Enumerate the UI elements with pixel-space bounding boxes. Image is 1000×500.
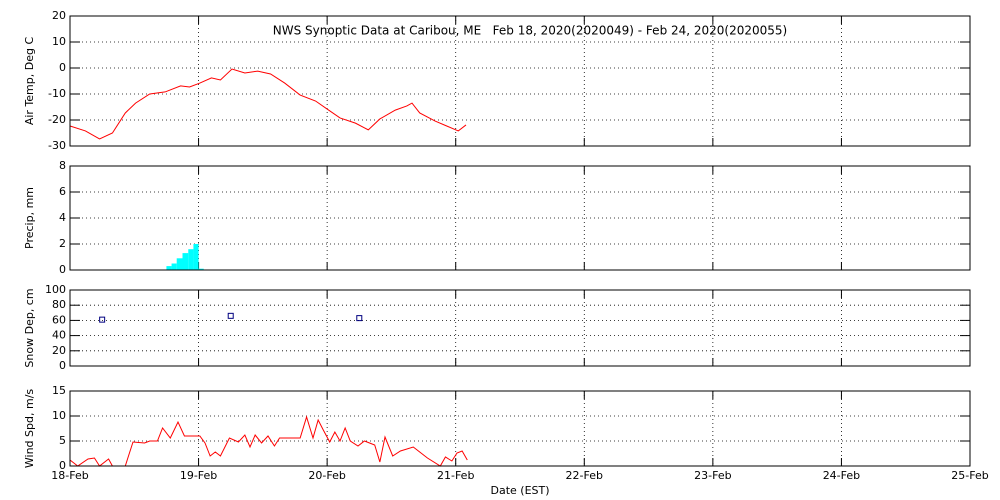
x-tick-label: 18-Feb — [51, 469, 88, 482]
y-tick-label: 4 — [59, 211, 66, 224]
plot-frame — [69, 390, 971, 467]
marker — [99, 316, 106, 323]
y-tick-label: 0 — [59, 459, 66, 472]
bar — [171, 263, 177, 270]
x-tick-label: 24-Feb — [823, 469, 860, 482]
x-tick-label: 21-Feb — [437, 469, 474, 482]
bar — [176, 258, 183, 270]
x-tick-label: 19-Feb — [180, 469, 217, 482]
y-tick-label: 6 — [59, 185, 66, 198]
y-axis-label: Wind Spd, m/s — [23, 389, 36, 469]
y-tick-label: 10 — [52, 409, 66, 422]
y-tick-label: 40 — [52, 329, 66, 342]
y-tick-label: 10 — [52, 35, 66, 48]
chart-title: NWS Synoptic Data at Caribou, ME Feb 18,… — [273, 24, 788, 38]
y-tick-label: 0 — [59, 263, 66, 276]
y-tick-label: -20 — [48, 113, 66, 126]
bar — [166, 266, 172, 270]
y-tick-label: 20 — [52, 344, 66, 357]
y-tick-label: 0 — [59, 359, 66, 372]
plot-frame — [69, 165, 971, 271]
plot-frame — [69, 289, 971, 367]
bar — [198, 268, 204, 270]
y-tick-label: 5 — [59, 434, 66, 447]
x-tick-label: 22-Feb — [566, 469, 603, 482]
plot-frame — [69, 15, 971, 147]
bar — [193, 244, 199, 270]
y-tick-label: 2 — [59, 237, 66, 250]
y-tick-label: 80 — [52, 298, 66, 311]
data-line — [69, 415, 468, 467]
y-axis-label: Air Temp, Deg C — [23, 37, 36, 126]
y-tick-label: 15 — [52, 384, 66, 397]
x-tick-label: 20-Feb — [308, 469, 345, 482]
bar — [188, 249, 194, 270]
x-axis-label: Date (EST) — [490, 484, 549, 497]
y-tick-label: -10 — [48, 87, 66, 100]
y-tick-label: 100 — [45, 283, 66, 296]
y-tick-label: -30 — [48, 139, 66, 152]
y-tick-label: 8 — [59, 159, 66, 172]
y-axis-label: Snow Dep, cm — [23, 288, 36, 367]
y-tick-label: 20 — [52, 9, 66, 22]
data-line — [69, 68, 467, 140]
bar — [182, 253, 189, 270]
y-tick-label: 0 — [59, 61, 66, 74]
marker — [227, 312, 234, 319]
y-tick-label: 60 — [52, 313, 66, 326]
marker — [356, 315, 363, 322]
x-tick-label: 23-Feb — [694, 469, 731, 482]
x-tick-label: 25-Feb — [951, 469, 988, 482]
y-axis-label: Precip, mm — [23, 187, 36, 249]
